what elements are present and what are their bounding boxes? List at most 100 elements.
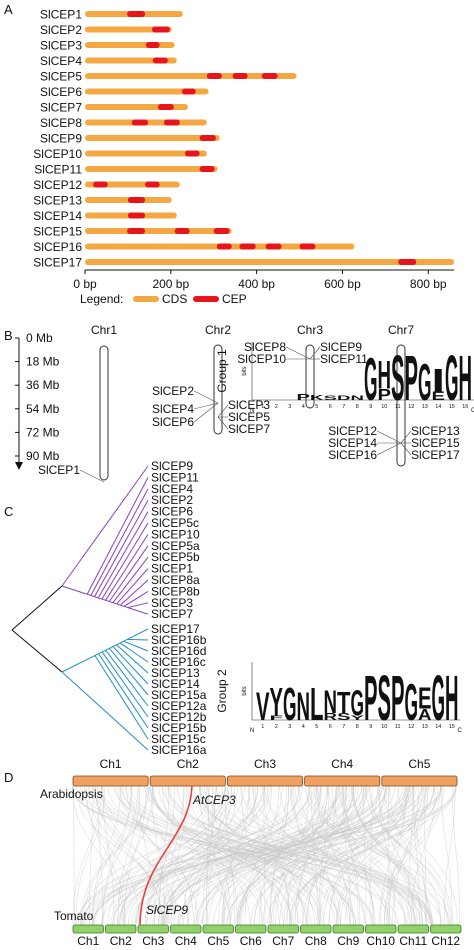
gene-label: SlCEP4 (152, 402, 194, 416)
gene-label: SlCEP11 (34, 163, 82, 177)
logo-position: 11 (395, 724, 401, 730)
cep-segment (216, 243, 232, 250)
cep-segment (163, 119, 180, 126)
synteny-link (193, 785, 307, 926)
logo-position: 5 (315, 404, 318, 410)
synteny-link (397, 785, 458, 926)
logo-position: 4 (302, 404, 305, 410)
logo-letter: G (351, 685, 365, 725)
synteny-link (167, 785, 266, 926)
synteny-link (339, 785, 423, 926)
logo-position: 4 (302, 724, 305, 730)
species-label: Tomato (54, 909, 94, 923)
bits-label: bits (242, 366, 248, 375)
tree-branch (116, 568, 149, 605)
scale-label: 36 Mb (26, 378, 60, 392)
chromosome-box (300, 924, 332, 934)
synteny-link (117, 785, 153, 926)
chromosome-label: Ch11 (399, 934, 427, 948)
gene-connector (193, 402, 219, 410)
logo-position: 1 (261, 724, 264, 730)
leaf-label: SlCEP1 (151, 562, 193, 576)
logo-position: 15 (449, 404, 455, 410)
synteny-link (293, 785, 435, 926)
cep-segment (184, 150, 200, 157)
synteny-link (163, 785, 185, 926)
gene-label: SlCEP5 (40, 70, 82, 84)
logo-letter: G (445, 343, 459, 415)
synteny-link (206, 785, 210, 926)
synteny-link (107, 785, 232, 926)
cep-segment (232, 73, 248, 79)
cep-segment (299, 243, 316, 250)
legend-label: CEP (222, 292, 247, 306)
logo-position: 3 (288, 404, 291, 410)
synteny-link (92, 785, 133, 926)
scale-label: 90 Mb (26, 449, 60, 463)
synteny-link (311, 785, 318, 926)
synteny-link (263, 785, 290, 926)
chromosome-label: Ch5 (207, 934, 229, 948)
synteny-link (200, 785, 320, 926)
gene-connector (376, 430, 402, 444)
leaf-label: SlCEP16c (151, 655, 206, 669)
tree-branch (108, 545, 149, 602)
synteny-link (120, 785, 226, 926)
cep-segment (145, 42, 160, 48)
gene-connector (217, 416, 229, 430)
gene-connector (217, 404, 229, 418)
gene-label: AtCEP3 (192, 793, 236, 807)
logo-letter: N (351, 395, 365, 402)
scale-label: 54 Mb (26, 402, 60, 416)
chromosome-label: Ch2 (110, 934, 132, 948)
chromosome-box (235, 924, 267, 934)
gene-label: SlCEP12 (33, 178, 82, 192)
chromosome-label: Ch7 (272, 934, 294, 948)
synteny-link (352, 785, 427, 926)
synteny-link (389, 785, 430, 926)
synteny-link (158, 785, 170, 926)
chromosome-box (72, 924, 104, 934)
logo-position: 6 (329, 404, 332, 410)
gene-connector (193, 390, 219, 404)
logo-position: 7 (342, 404, 345, 410)
synteny-link (179, 785, 442, 926)
synteny-link (413, 785, 427, 926)
cep-segment (151, 26, 170, 33)
leaf-label: SlCEP16b (151, 633, 207, 647)
chromosome (396, 344, 406, 467)
logo-n: N (250, 408, 254, 414)
tree-branch (94, 655, 149, 740)
synteny-link (289, 785, 435, 926)
chromosome-label: Chr1 (91, 323, 117, 337)
synteny-link (198, 785, 348, 926)
logo-position: 7 (342, 724, 345, 730)
synteny-link (119, 785, 264, 926)
chromosome-box (430, 924, 462, 934)
synteny-link (101, 785, 175, 926)
synteny-link (226, 785, 427, 926)
legend-label: CDS (162, 292, 187, 306)
logo-position: 8 (356, 404, 359, 410)
logo-position: 3 (288, 724, 291, 730)
logo-letter: H (445, 663, 459, 735)
synteny-link (188, 785, 250, 926)
tree-branch (94, 499, 149, 597)
gene-label: SlCEP11 (320, 352, 368, 366)
leaf-label: SlCEP3 (151, 596, 193, 610)
chromosome-label: Ch8 (305, 934, 327, 948)
chromosome-label: Ch2 (177, 757, 199, 771)
tree-branch (86, 477, 149, 595)
logo-letter: S (391, 343, 405, 415)
leaf-label: SlCEP15b (151, 721, 207, 735)
x-tick-label: 600 bp (324, 277, 361, 291)
leaf-label: SlCEP4 (151, 482, 193, 496)
synteny-link (73, 785, 75, 926)
chromosome-label: Ch3 (142, 934, 164, 948)
cep-segment (199, 135, 216, 141)
tree-branch (105, 534, 149, 601)
gene-connector (400, 430, 412, 444)
synteny-link (161, 785, 300, 926)
gene-connector (400, 442, 412, 456)
synteny-link (286, 785, 310, 926)
